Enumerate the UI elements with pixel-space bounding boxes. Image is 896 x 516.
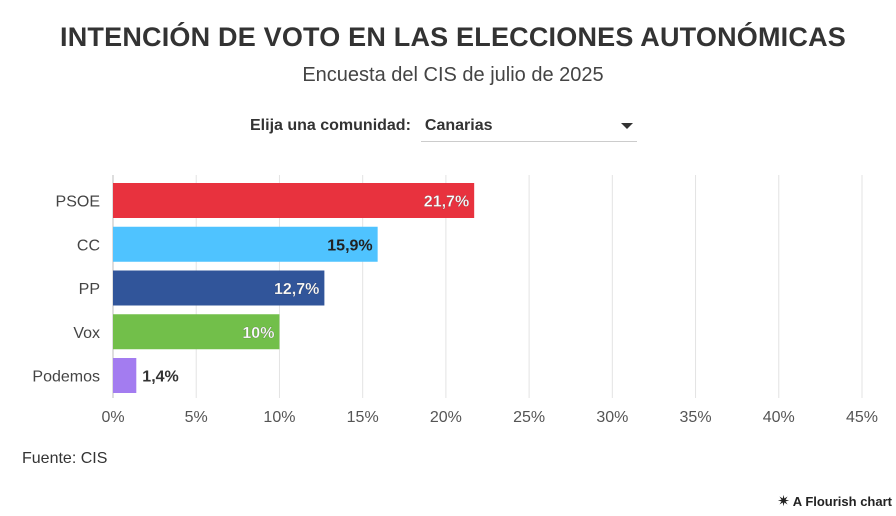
value-label: 21,7% <box>424 194 469 211</box>
bar-psoe[interactable] <box>113 183 475 218</box>
x-tick-label: 20% <box>430 409 462 426</box>
bars <box>113 183 475 393</box>
chart-subtitle: Encuesta del CIS de julio de 2025 <box>302 64 604 86</box>
x-tick-label: 30% <box>596 409 628 426</box>
x-tick-label: 15% <box>347 409 379 426</box>
x-tick-label: 40% <box>763 409 795 426</box>
community-selector-row: Elija una comunidad: Canarias <box>250 110 637 142</box>
community-selector-label: Elija una comunidad: <box>250 117 411 134</box>
category-label: PSOE <box>56 194 100 211</box>
bar-podemos[interactable] <box>113 358 137 393</box>
x-tick-label: 45% <box>846 409 878 426</box>
x-tick-label: 10% <box>263 409 295 426</box>
bar-pp[interactable] <box>113 270 325 306</box>
flourish-star-icon: ✷ <box>777 493 790 510</box>
community-dropdown-value: Canarias <box>424 116 493 134</box>
category-labels: PSOE CC PP Vox Podemos <box>32 194 100 386</box>
category-label: PP <box>79 281 100 298</box>
x-tick-label: 25% <box>513 409 545 426</box>
bar-chart: PSOE CC PP Vox Podemos 21,7% 15,9% 12,7% 10% 1,4… <box>32 175 878 426</box>
community-dropdown[interactable]: Canarias <box>420 111 637 142</box>
value-label: 15,9% <box>327 237 372 254</box>
x-tick-label: 35% <box>680 409 712 426</box>
bar-cc[interactable] <box>113 226 378 262</box>
value-label: 1,4% <box>142 369 178 386</box>
flourish-credit-link[interactable]: ✷ A Flourish chart <box>777 492 892 510</box>
category-label: CC <box>77 237 100 254</box>
caret-down-icon <box>620 122 633 129</box>
value-labels: 21,7% 15,9% 12,7% 10% 1,4% <box>142 193 469 386</box>
x-tick-label: 5% <box>185 409 208 426</box>
bar-vox[interactable] <box>113 314 280 350</box>
source-note: Fuente: CIS <box>22 450 108 467</box>
value-label: 12,7% <box>274 281 319 298</box>
value-label: 10% <box>242 325 274 342</box>
chart-title: INTENCIÓN DE VOTO EN LAS ELECCIONES AUTO… <box>60 22 846 52</box>
flourish-credit-text: A Flourish chart <box>792 493 892 509</box>
x-axis-tick-labels: 0% 5% 10% 15% 20% 25% 30% 35% 40% 45% <box>101 409 878 426</box>
category-label: Podemos <box>32 369 100 386</box>
category-label: Vox <box>73 325 100 342</box>
x-tick-label: 0% <box>101 409 124 426</box>
